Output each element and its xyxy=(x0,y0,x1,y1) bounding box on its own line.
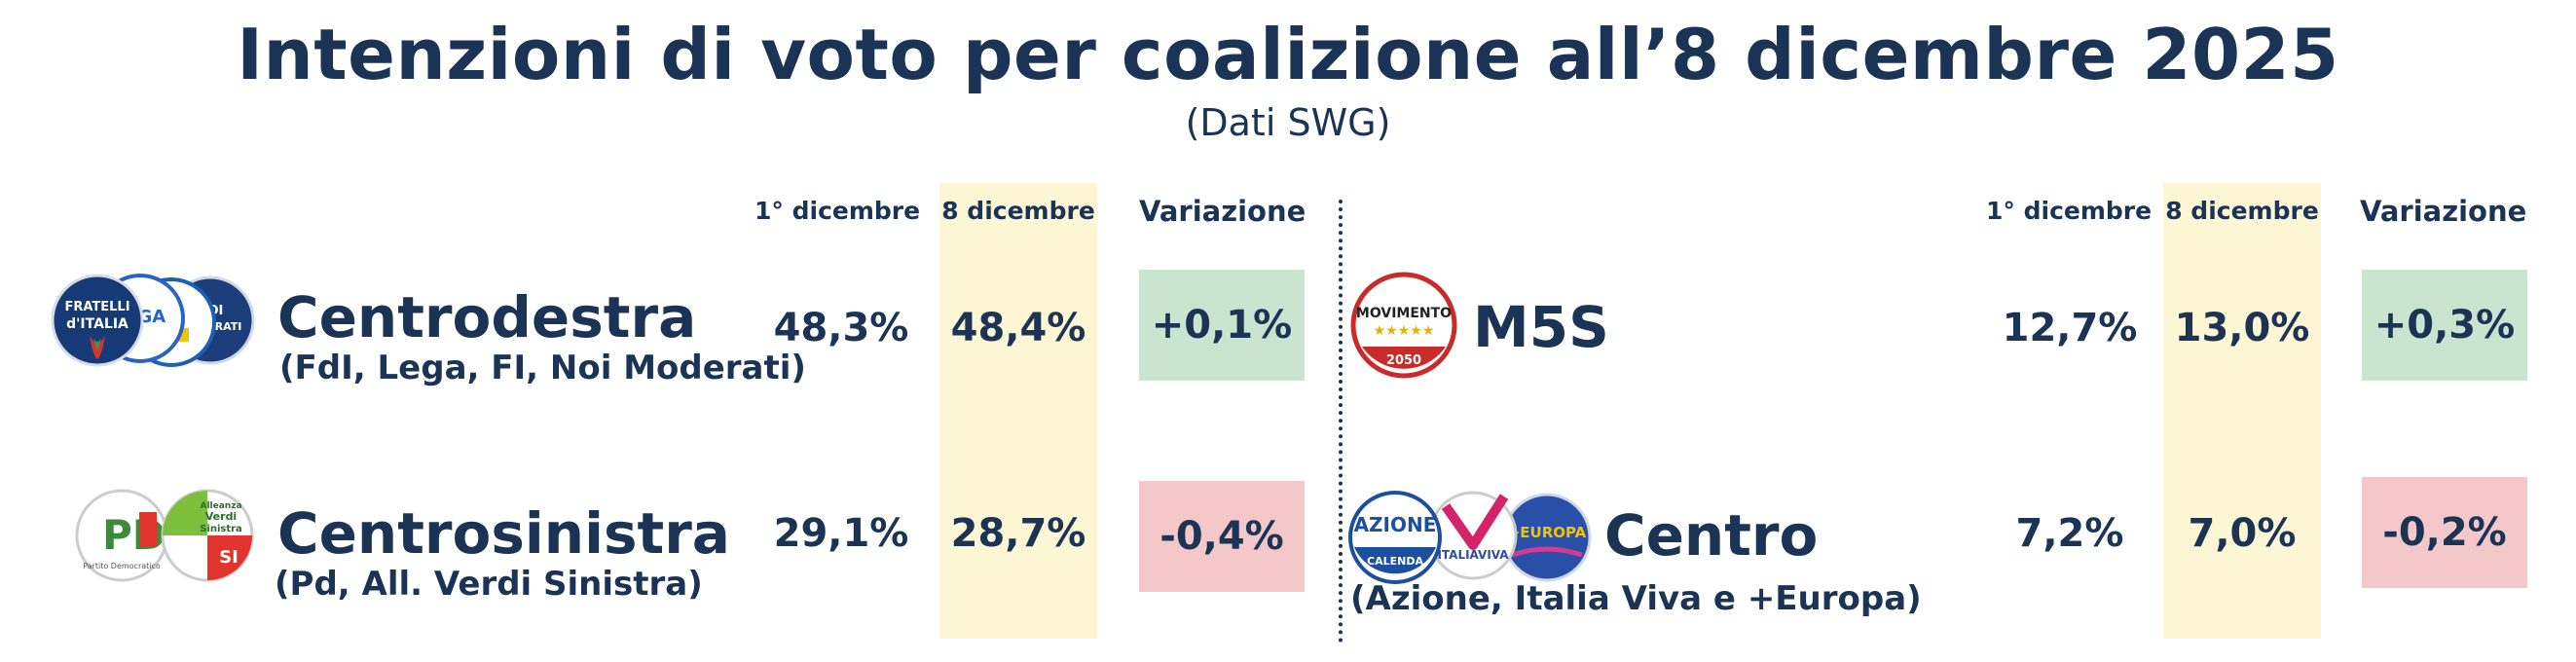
value-current-m5s: 13,0% xyxy=(2174,306,2310,350)
value-current-centrosinistra: 28,7% xyxy=(950,511,1086,556)
row-name-m5s: M5S xyxy=(1473,294,1609,360)
row-members-centro: (Azione, Italia Viva e +Europa) xyxy=(1350,579,1922,618)
avs-logo-text-2: Verdi xyxy=(205,510,237,523)
fdi-logo-icon: FRATELLI d'ITALIA xyxy=(51,274,144,367)
value-previous-centrosinistra: 29,1% xyxy=(773,511,909,556)
change-centrodestra: +0,1% xyxy=(1139,270,1305,381)
current-column-highlight-right xyxy=(2163,183,2321,639)
avs-logo-text-3: Sinistra xyxy=(200,524,242,534)
m5s-logo-year: 2050 xyxy=(1386,353,1421,368)
header-previous-left: 1° dicembre xyxy=(754,197,921,225)
centrosinistra-logos: PD Partito Democratico Alleanza Verdi Si… xyxy=(75,489,254,582)
pd-logo-caption: Partito Democratico xyxy=(83,562,161,570)
svg-text:★★★★★: ★★★★★ xyxy=(1374,323,1435,339)
header-previous-right: 1° dicembre xyxy=(1986,197,2153,225)
fdi-logo-text-2: d'ITALIA xyxy=(66,316,129,332)
header-change-left: Variazione xyxy=(1139,195,1306,228)
m5s-logo-icon: MOVIMENTO ★★★★★ 2050 xyxy=(1350,272,1457,379)
value-current-centro: 7,0% xyxy=(2188,511,2297,556)
avs-logo-icon: Alleanza Verdi Sinistra SI xyxy=(161,489,254,582)
header-current-left: 8 dicembre xyxy=(941,197,1095,225)
chart-subtitle: (Dati SWG) xyxy=(1185,101,1391,144)
header-current-right: 8 dicembre xyxy=(2165,197,2319,225)
column-divider xyxy=(1339,200,1343,643)
pd-logo-icon: PD Partito Democratico xyxy=(75,489,168,582)
value-previous-m5s: 12,7% xyxy=(2002,306,2138,350)
azione-logo-icon: AZIONE CALENDA xyxy=(1348,491,1442,584)
m5s-logo-text: MOVIMENTO xyxy=(1356,306,1452,321)
value-previous-centrodestra: 48,3% xyxy=(773,306,909,350)
piu-europa-logo-icon: +EUROPA xyxy=(1502,493,1592,582)
row-name-centrodestra: Centrodestra xyxy=(277,284,697,350)
row-name-centrosinistra: Centrosinistra xyxy=(277,500,730,567)
azione-logo-text: AZIONE xyxy=(1354,513,1437,536)
row-members-centrosinistra: (Pd, All. Verdi Sinistra) xyxy=(275,565,703,604)
value-current-centrodestra: 48,4% xyxy=(950,306,1086,350)
avs-logo-text-4: SI xyxy=(219,547,239,568)
row-name-centro: Centro xyxy=(1604,502,1819,569)
chart-title: Intenzioni di voto per coalizione all’8 … xyxy=(237,14,2339,95)
azione-logo-caption: CALENDA xyxy=(1367,555,1423,568)
europa-logo-text: +EUROPA xyxy=(1508,524,1587,541)
centrodestra-logos: NOI MODERATI FI LEGA FRATELLI d'ITALIA xyxy=(51,274,255,367)
change-centrosinistra: -0,4% xyxy=(1139,481,1305,592)
change-centro: -0,2% xyxy=(2362,477,2527,588)
italia-viva-logo-icon: ITALIAVIVA xyxy=(1428,491,1518,580)
row-members-centrodestra: (FdI, Lega, FI, Noi Moderati) xyxy=(279,349,806,387)
fdi-logo-text-1: FRATELLI xyxy=(64,300,129,314)
m5s-logos: MOVIMENTO ★★★★★ 2050 xyxy=(1350,272,1457,379)
centro-logos: +EUROPA ITALIAVIVA AZIONE CALENDA xyxy=(1348,491,1592,584)
header-change-right: Variazione xyxy=(2360,195,2527,228)
value-previous-centro: 7,2% xyxy=(2015,511,2124,556)
change-m5s: +0,3% xyxy=(2362,270,2527,381)
iv-logo-text: ITALIAVIVA xyxy=(1437,548,1509,562)
avs-logo-text-1: Alleanza xyxy=(200,501,241,511)
current-column-highlight-left xyxy=(939,183,1097,639)
